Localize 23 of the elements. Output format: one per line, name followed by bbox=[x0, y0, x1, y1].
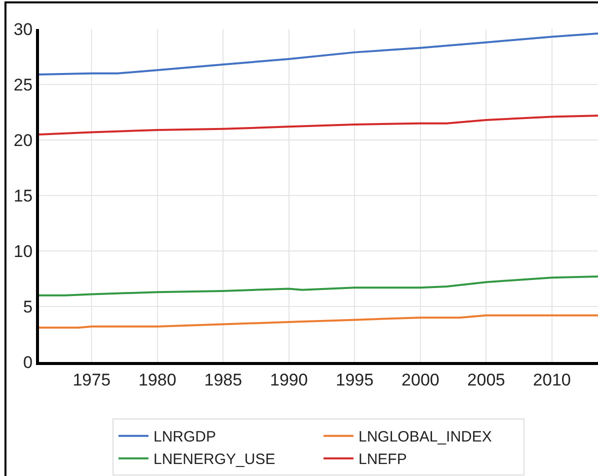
y-tick-label: 0 bbox=[23, 352, 33, 372]
x-tick-label: 1980 bbox=[138, 370, 176, 390]
legend-label: LNENERGY_USE bbox=[154, 451, 276, 468]
y-tick-label: 15 bbox=[14, 186, 33, 206]
x-tick-label: 1990 bbox=[270, 370, 308, 390]
line-series bbox=[39, 114, 598, 136]
y-tick-label: 20 bbox=[14, 130, 33, 150]
line-series bbox=[39, 276, 598, 296]
x-tick-label: 1995 bbox=[336, 370, 374, 390]
x-tick-label: 1985 bbox=[204, 370, 242, 390]
y-tick-label: 25 bbox=[14, 75, 33, 94]
legend-label: LNRGDP bbox=[154, 428, 216, 446]
y-tick-label: 10 bbox=[14, 242, 33, 261]
legend-label: LNEFP bbox=[358, 451, 407, 468]
y-tick-label: 5 bbox=[23, 297, 33, 316]
line-series bbox=[39, 314, 598, 329]
x-tick-label: 2005 bbox=[467, 370, 506, 390]
x-tick-label: 2000 bbox=[402, 370, 440, 390]
legend-label: LNGLOBAL_INDEX bbox=[358, 428, 492, 446]
x-tick-label: 2010 bbox=[533, 370, 571, 390]
y-tick-label: 30 bbox=[14, 20, 33, 39]
line-series bbox=[39, 32, 598, 76]
x-tick-label: 1975 bbox=[72, 370, 111, 390]
